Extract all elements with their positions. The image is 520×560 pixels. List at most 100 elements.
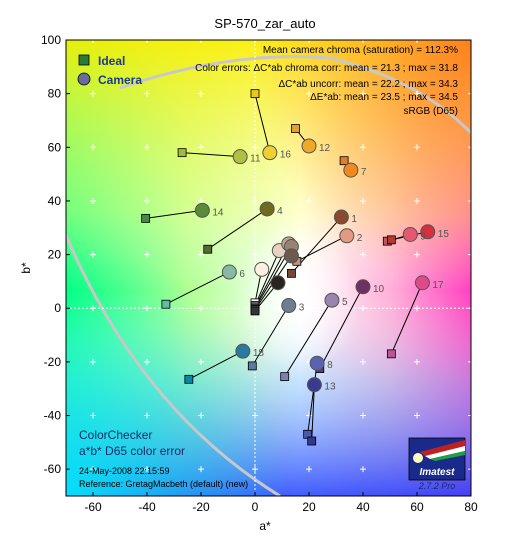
camera-marker-24 [270,275,286,291]
grid-cross [360,197,366,204]
grid-cross [198,144,204,151]
ideal-marker-24 [250,306,260,316]
legend-camera-marker [77,72,91,86]
gamut-boundary-top [119,55,471,135]
grid-cross [468,358,471,365]
grid-cross [360,358,366,365]
ideal-marker-5 [280,372,290,382]
grid-cross [306,90,312,97]
grid-cross [414,40,420,43]
connector-5 [284,299,333,377]
grid-cross [414,358,420,365]
grid-cross [414,197,420,204]
connector-17 [390,282,423,355]
grid-cross [144,251,150,258]
ideal-marker-16 [250,89,260,99]
camera-marker-10 [355,279,371,295]
legend: Ideal Camera [77,54,142,87]
grid-cross [144,197,150,204]
camera-marker-5 [324,292,340,308]
point-label-12: 12 [319,143,331,154]
camera-marker-1 [333,209,349,225]
annotation-color-space: sRGB (D65) [404,106,458,117]
grid-cross [360,40,366,43]
legend-ideal-marker [78,54,90,66]
grid-cross [144,90,150,97]
ideal-marker-15 [386,235,396,245]
ideal-marker-7 [339,156,349,166]
grid-cross [360,412,366,419]
camera-marker-2 [339,228,355,244]
camera-marker-13 [306,377,322,393]
plot-frame [65,39,472,497]
point-label-3: 3 [299,303,305,314]
grid-cross [90,144,96,151]
grid-cross [306,40,312,43]
y-tick-label: -60 [44,462,62,476]
camera-marker-6 [221,264,237,280]
camera-marker-7 [343,162,359,178]
grid-cross [90,197,96,204]
point-label-11: 11 [250,154,261,165]
grid-cross [360,466,366,473]
camera-marker-9 [402,226,418,242]
axis-ticks: -60 -40 -20 0 20 40 60 80 -60 -40 -20 0 20 40 60 80 100 [41,33,478,514]
error-annotations: Mean camera chroma (saturation) = 112.3%… [195,45,458,117]
grid-cross [414,251,420,258]
x-tick-label: -60 [84,500,102,514]
point-label-9: 9 [420,231,426,242]
x-tick-label: 0 [252,500,259,514]
point-label-17: 17 [432,280,444,291]
grid-cross [306,197,312,204]
caption-chart-name: ColorChecker [79,428,152,442]
ideal-marker-12 [291,124,300,133]
grid-cross [468,197,471,204]
connector-10 [319,286,364,369]
grid-cross [198,90,204,97]
grid-cross [198,412,204,419]
grid-cross [90,90,96,97]
point-label-7: 7 [361,167,367,178]
y-tick-label: 60 [48,140,62,154]
grid-cross [468,144,471,151]
camera-marker-4 [259,201,275,217]
data-markers [141,89,436,446]
ideal-marker-11 [177,148,187,158]
grid-cross [90,466,96,473]
grid-cross [144,412,150,419]
point-label-8: 8 [327,360,333,371]
annotation-mean-chroma: Mean camera chroma (saturation) = 112.3% [263,45,458,56]
grid-cross [144,466,150,473]
legend-ideal-label: Ideal [98,54,125,68]
annotation-delta-e: ΔE*ab: mean = 23.5 ; max = 34.5 [310,92,458,103]
y-tick-label: 100 [41,33,61,47]
annotation-chroma-uncorr: ΔC*ab uncorr: mean = 22.2 ; max = 34.3 [278,79,458,90]
connector-11 [182,152,241,158]
connector-2 [296,235,348,262]
grid-cross [198,40,204,43]
grid-cross [198,197,204,204]
camera-marker-18 [235,343,251,359]
point-label-4: 4 [277,206,283,217]
grid-cross [198,358,204,365]
x-axis-label: a* [259,519,271,533]
point-label-5: 5 [342,297,348,308]
grid-cross [414,144,420,151]
connector-4 [207,208,268,250]
camera-marker-17 [414,275,430,291]
ideal-marker-4 [203,244,213,254]
ideal-marker-17 [386,349,396,359]
gamut-boundary-bottom [66,234,281,496]
grid-crosses [90,40,471,473]
chart-title: SP-570_zar_auto [214,16,315,31]
ideal-marker-14 [141,213,151,223]
grid-cross [306,466,312,473]
ideal-marker-18 [184,374,194,384]
grid-cross [414,90,420,97]
x-tick-label: 20 [302,500,316,514]
grid-cross [144,144,150,151]
grid-cross [468,90,471,97]
ideal-marker-1 [287,268,296,278]
connector-18 [188,350,244,380]
